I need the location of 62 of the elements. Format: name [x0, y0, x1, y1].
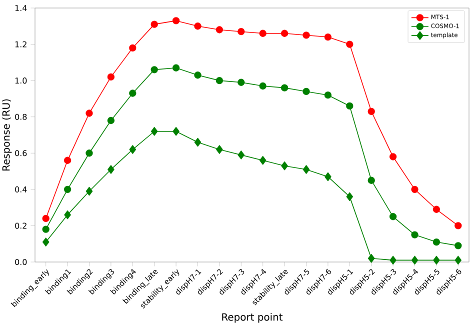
point [280, 84, 288, 92]
point [411, 231, 418, 238]
point [302, 88, 310, 96]
point [42, 226, 50, 233]
point [432, 238, 440, 246]
point [454, 222, 462, 230]
point [390, 256, 396, 265]
point [432, 206, 440, 213]
point [368, 108, 375, 115]
point [42, 214, 50, 222]
point [194, 72, 202, 79]
point [194, 138, 202, 147]
point [216, 145, 223, 154]
point [129, 90, 136, 97]
point [172, 17, 180, 24]
point [302, 165, 310, 174]
x-axis-title: Report point [222, 313, 283, 323]
point [259, 156, 266, 165]
point [194, 22, 202, 30]
point [368, 176, 375, 184]
point [281, 161, 288, 170]
point [368, 254, 375, 263]
point [216, 76, 224, 84]
point [259, 30, 266, 37]
point [259, 82, 266, 90]
point [389, 153, 397, 160]
point [346, 102, 354, 110]
point [172, 64, 180, 72]
point [64, 156, 72, 164]
point [150, 66, 158, 74]
point [324, 92, 332, 99]
point [86, 186, 93, 196]
point [150, 20, 158, 28]
point [108, 165, 114, 174]
point [64, 210, 71, 220]
point [216, 26, 224, 34]
point [64, 186, 72, 194]
point [346, 192, 354, 202]
point [411, 256, 418, 265]
point [129, 145, 136, 154]
point [324, 172, 332, 182]
point [280, 30, 288, 37]
point [150, 126, 158, 136]
point [238, 28, 245, 36]
point [238, 150, 245, 160]
point [42, 238, 50, 246]
point [324, 33, 332, 41]
point [107, 73, 115, 81]
point [433, 256, 440, 265]
point [172, 126, 180, 136]
point [454, 256, 462, 265]
y-axis-title: Response (RU) [2, 99, 12, 171]
point [389, 213, 397, 220]
point [454, 242, 462, 250]
point [107, 116, 115, 124]
point [86, 150, 93, 157]
point [302, 32, 310, 39]
point [129, 44, 136, 52]
point [238, 78, 245, 86]
point [86, 110, 93, 117]
point [411, 186, 418, 194]
point [346, 40, 354, 48]
